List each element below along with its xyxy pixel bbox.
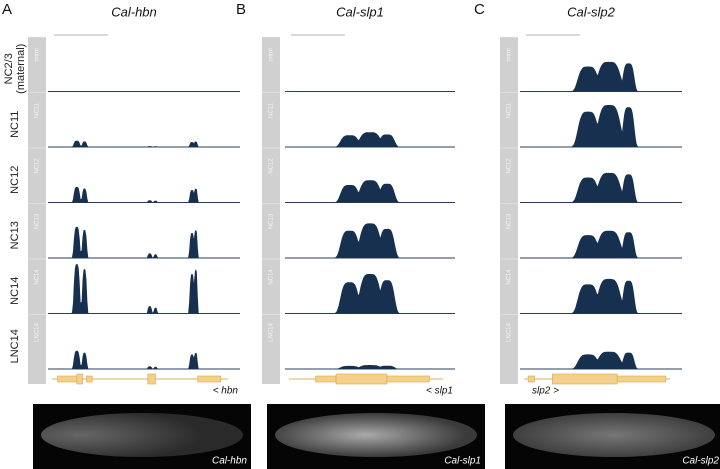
row-label: NC2/3 <box>3 53 15 84</box>
row-label: NC14 <box>9 277 21 305</box>
gene-label: < slp1 <box>426 386 453 397</box>
embryo <box>41 413 243 457</box>
gene-label: < hbn <box>213 386 239 397</box>
coverage-track <box>520 172 682 203</box>
coverage-track <box>520 278 682 314</box>
coverage-track <box>48 186 240 203</box>
image-label: Cal-slp1 <box>444 456 481 467</box>
coverage-track <box>48 140 240 147</box>
track-label: mtrnl <box>269 48 275 61</box>
track-label: NC13 <box>507 213 513 229</box>
track-label: NC12 <box>35 158 41 174</box>
gene-exon <box>315 375 337 383</box>
row-sublabel: (maternal) <box>15 44 27 94</box>
gene-exon <box>76 373 83 385</box>
image-label: Cal-slp2 <box>682 456 719 467</box>
track-label: NC14 <box>269 269 275 285</box>
track-label: NC14 <box>35 269 41 285</box>
gene-exon <box>335 373 388 385</box>
track-label: NC11 <box>35 102 41 118</box>
track-label-column <box>28 37 46 384</box>
coverage-track <box>285 223 455 258</box>
row-label: NC12 <box>9 166 21 194</box>
coverage-track <box>520 230 682 258</box>
gene-exon <box>527 375 535 383</box>
track-label: LNC14 <box>507 323 513 342</box>
panel-letter: A <box>2 1 12 18</box>
track-label: mtrnl <box>507 48 513 61</box>
panel-title: Cal-slp2 <box>567 4 615 19</box>
gene-exon <box>386 375 430 383</box>
row-label: NC13 <box>9 221 21 249</box>
track-label: NC11 <box>269 102 275 118</box>
track-label: mtrnl <box>35 48 41 61</box>
track-label: NC12 <box>269 158 275 174</box>
coverage-track <box>285 365 455 369</box>
row-label: NC11 <box>9 111 21 138</box>
track-label-column <box>262 37 280 384</box>
gene-exon <box>552 373 618 385</box>
coverage-track <box>48 350 240 369</box>
row-label: LNC14 <box>9 329 21 363</box>
track-label: NC12 <box>507 158 513 174</box>
gene-exon <box>147 373 156 385</box>
coverage-track <box>285 132 455 147</box>
panel-title: Cal-slp1 <box>336 4 384 19</box>
track-label: NC11 <box>507 102 513 118</box>
coverage-track <box>285 274 455 314</box>
embryo <box>275 413 477 457</box>
coverage-track <box>285 180 455 203</box>
gene-exon <box>197 375 222 383</box>
panel-title: Cal-hbn <box>111 4 157 19</box>
panel-letter: B <box>236 1 246 18</box>
image-label: Cal-hbn <box>212 456 247 467</box>
gene-exon <box>86 375 93 383</box>
panel-letter: C <box>474 1 485 18</box>
coverage-track <box>48 264 240 314</box>
track-label-column <box>500 37 518 384</box>
gene-exon <box>616 375 667 383</box>
track-label: NC13 <box>269 213 275 229</box>
track-label: LNC14 <box>35 323 41 342</box>
coverage-track <box>520 61 682 92</box>
embryo <box>513 413 715 457</box>
coverage-track <box>520 351 682 369</box>
gene-label: slp2 > <box>532 386 559 397</box>
coverage-track <box>48 226 240 258</box>
track-label: NC14 <box>507 269 513 285</box>
track-label: NC13 <box>35 213 41 229</box>
coverage-track <box>520 105 682 147</box>
track-label: LNC14 <box>269 323 275 342</box>
